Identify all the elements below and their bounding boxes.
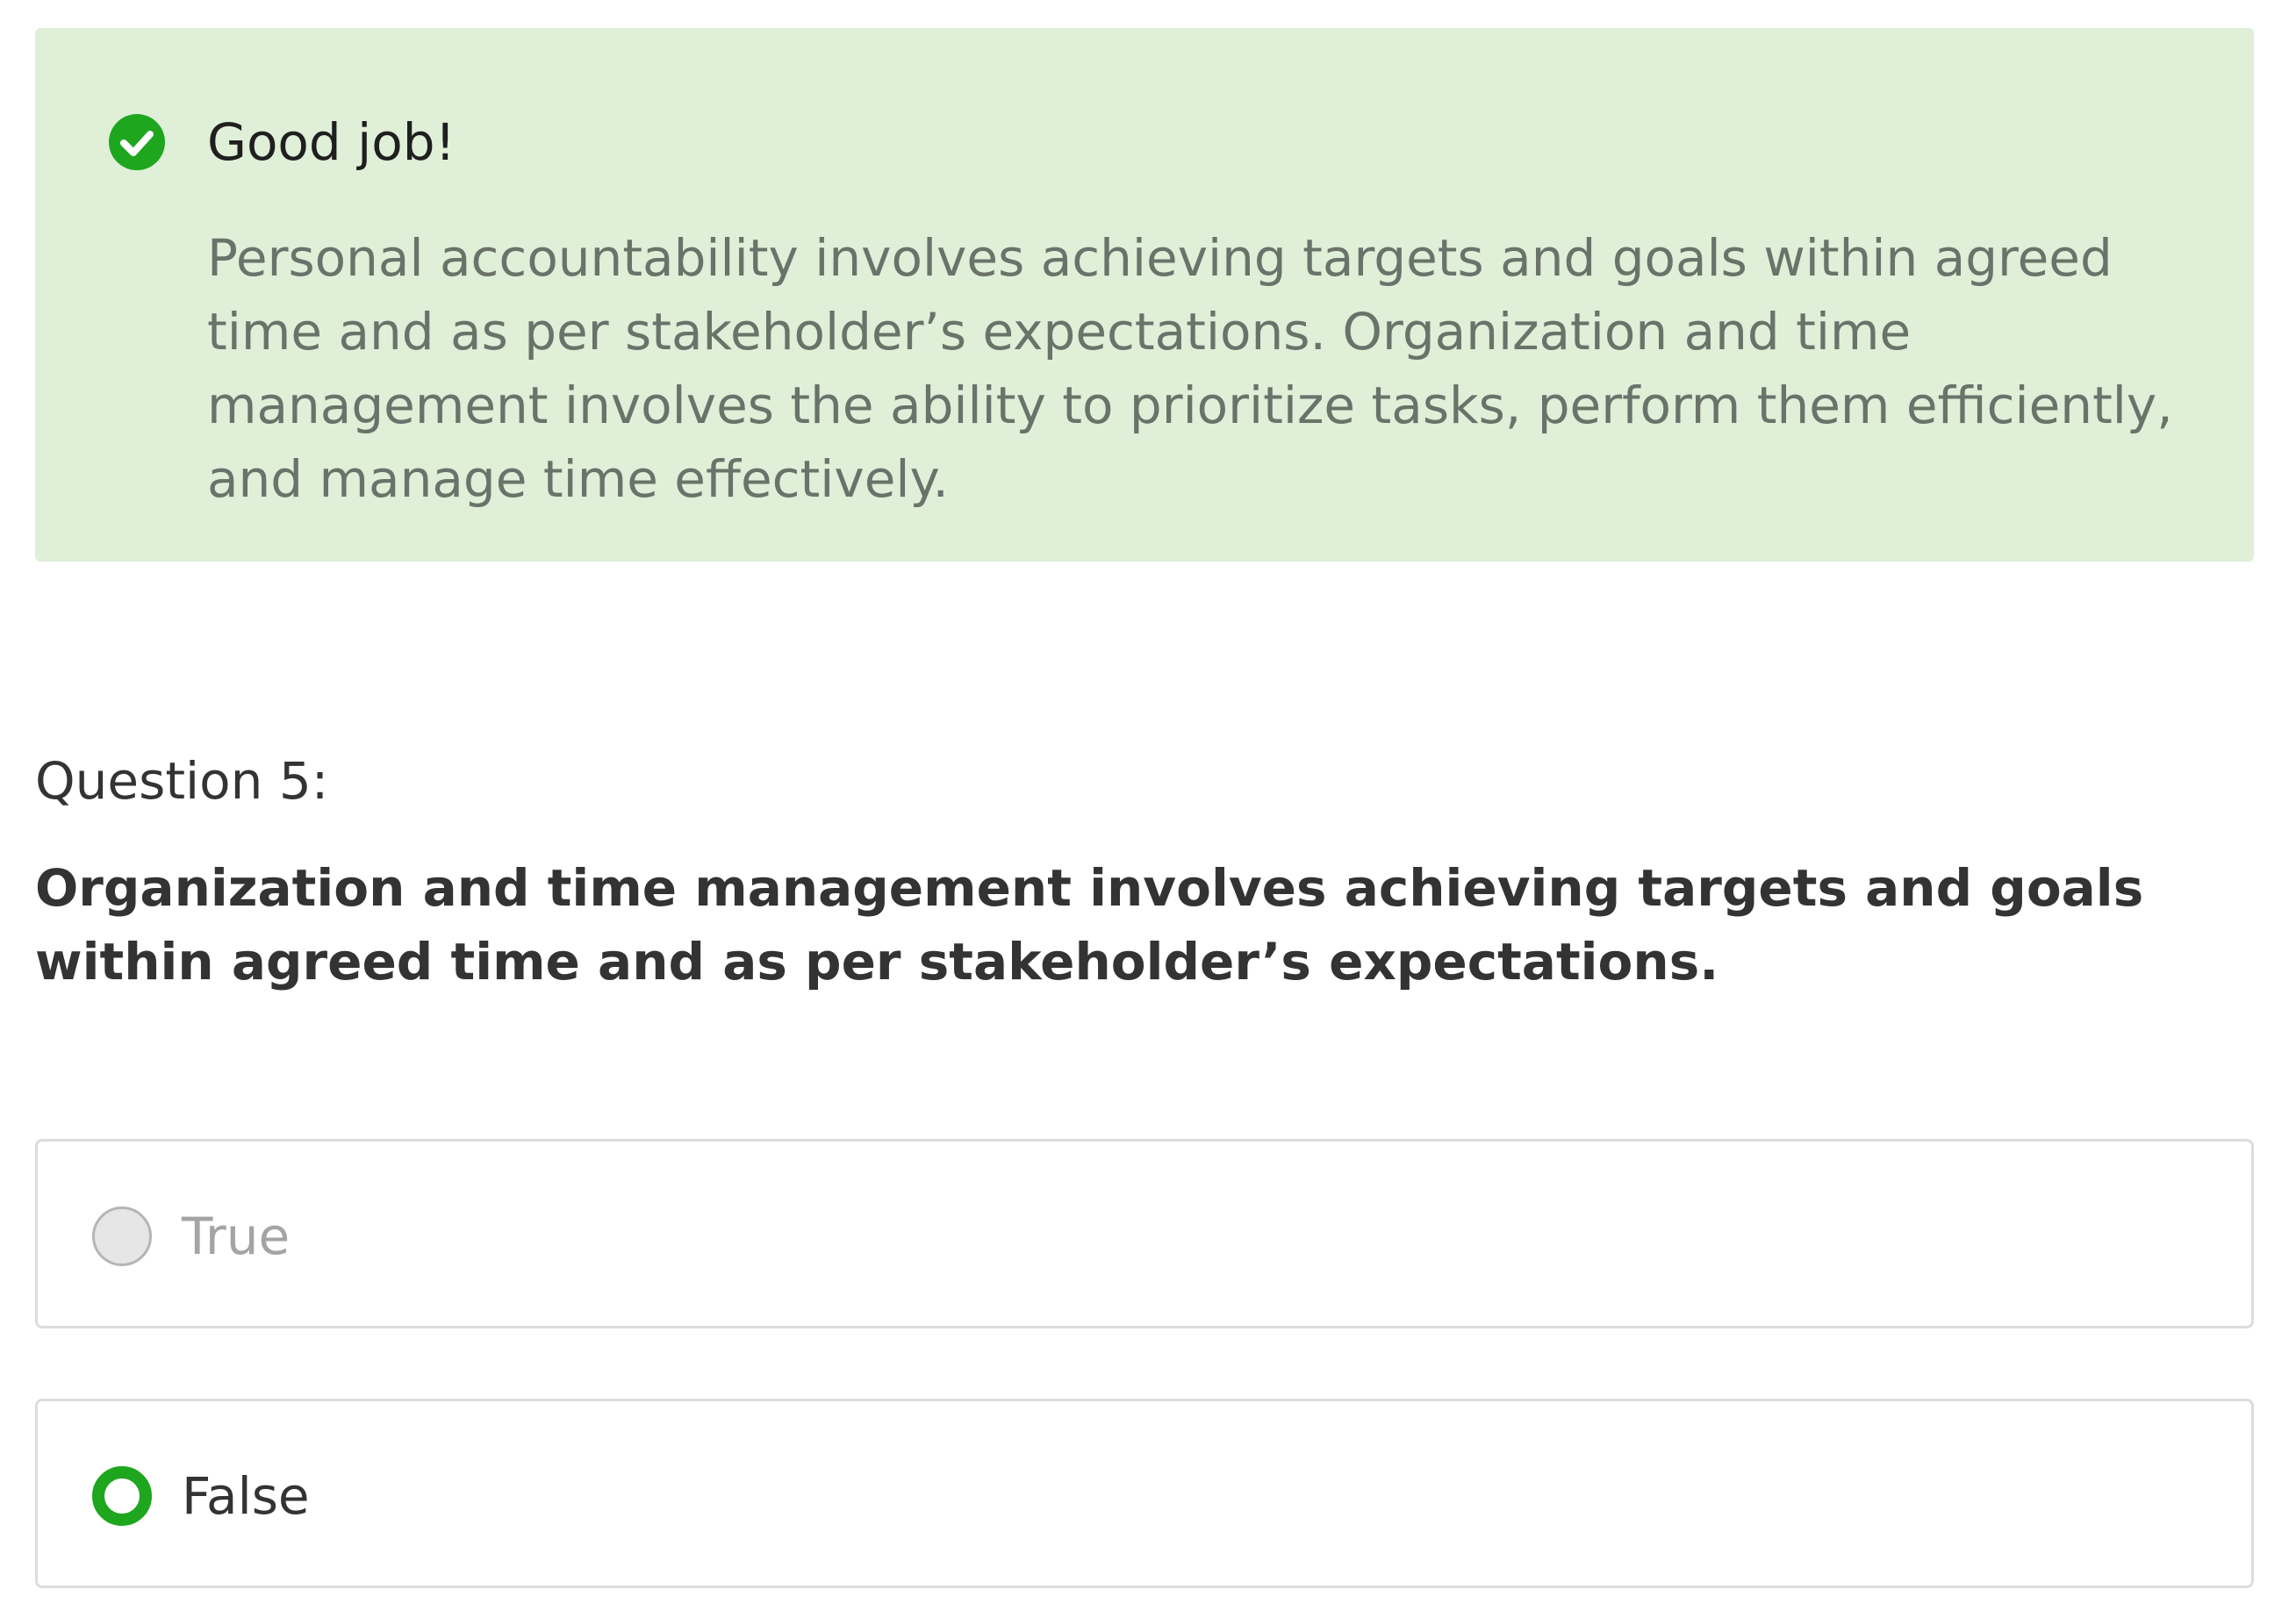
feedback-explanation: Personal accountability involves achievi…: [207, 228, 2173, 509]
answer-option-false[interactable]: False: [35, 1399, 2254, 1588]
radio-selected-icon[interactable]: [92, 1466, 152, 1526]
question-text: Organization and time management involve…: [35, 858, 2144, 992]
check-circle-icon: [109, 114, 165, 170]
feedback-banner: Good job! Personal accountability involv…: [35, 28, 2254, 562]
question-number: Question 5:: [35, 751, 329, 811]
answer-option-true[interactable]: True: [35, 1139, 2254, 1328]
radio-unselected-icon[interactable]: [92, 1206, 152, 1266]
answer-option-label: True: [182, 1206, 291, 1266]
answer-option-label: False: [182, 1466, 310, 1526]
feedback-title: Good job!: [207, 112, 456, 172]
